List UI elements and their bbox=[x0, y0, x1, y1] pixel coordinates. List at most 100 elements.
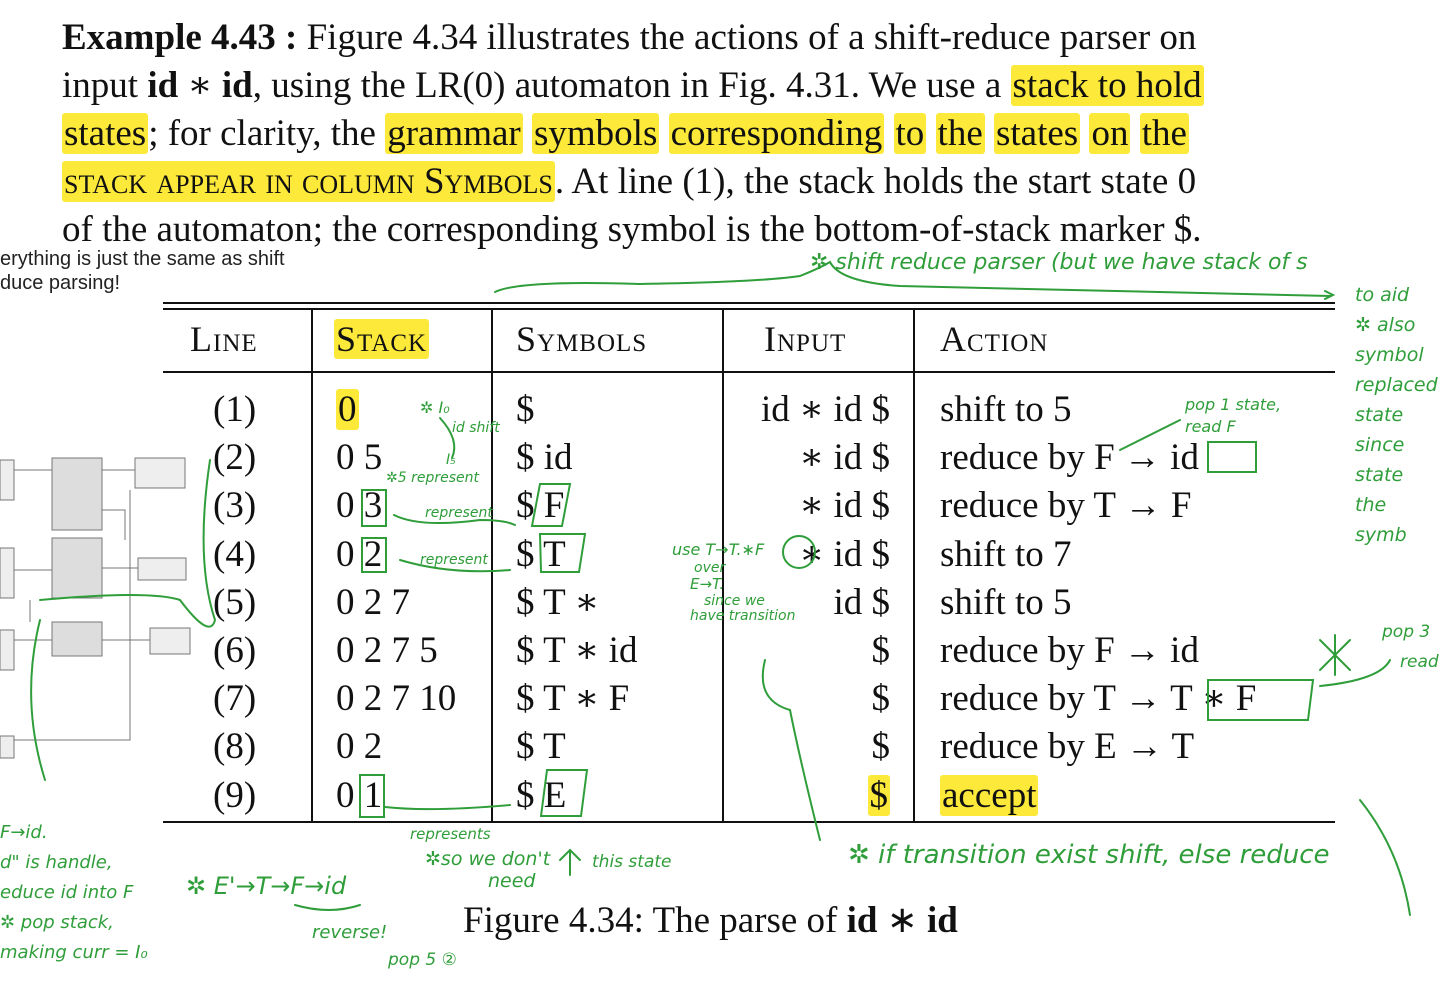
highlight: the bbox=[1139, 113, 1189, 154]
annotation-line: d" is handle, bbox=[0, 852, 113, 873]
annotation-need: need bbox=[488, 870, 536, 892]
row-symbols: $ T bbox=[516, 726, 566, 768]
header-symbols: Symbols bbox=[516, 319, 648, 359]
row-line-number: (4) bbox=[213, 533, 257, 575]
row-input: $ bbox=[871, 678, 891, 720]
token-id: id bbox=[147, 65, 179, 106]
example-label: Example 4.43 : bbox=[62, 17, 298, 58]
row-action: shift to 5 bbox=[940, 581, 1072, 623]
row-stack: 0 2 7 5 bbox=[336, 630, 438, 671]
column-divider bbox=[311, 310, 313, 822]
table-bottom-rule bbox=[163, 821, 1335, 823]
row-input: id $ bbox=[833, 581, 890, 623]
caption-text: Figure 4.34: The parse of bbox=[463, 900, 847, 941]
annotation-pop-state: pop 1 state, bbox=[1185, 395, 1282, 414]
annotation-line: replaced bbox=[1355, 374, 1438, 396]
row-symbols: $ T ∗ F bbox=[516, 678, 630, 720]
annotation-line: educe id into F bbox=[0, 882, 134, 903]
annotation-line: state bbox=[1355, 464, 1404, 486]
fragment-text-1: erything is just the same as shift bbox=[0, 248, 285, 270]
row-symbols: $ T ∗ id bbox=[516, 630, 638, 671]
row-stack: 0 3 bbox=[336, 485, 383, 527]
paragraph-line-1: Example 4.43 : Figure 4.34 illustrates t… bbox=[62, 14, 1440, 62]
annotation-5-represent: ✲5 represent bbox=[386, 470, 479, 486]
row-input: id ∗ id $ bbox=[761, 389, 890, 430]
token-id: id bbox=[221, 65, 253, 106]
highlight: corresponding bbox=[668, 113, 885, 154]
annotation-line: to aid bbox=[1355, 284, 1410, 306]
highlight: states bbox=[994, 113, 1081, 154]
paragraph-text: input bbox=[62, 65, 148, 106]
row-input: ∗ id $ bbox=[799, 485, 890, 527]
row-action: reduce by T → F bbox=[940, 485, 1192, 527]
row-line-number: (8) bbox=[213, 726, 257, 768]
header-line: Line bbox=[190, 319, 258, 359]
row-stack: 0 bbox=[336, 388, 359, 432]
row-action: shift to 5 bbox=[940, 389, 1072, 430]
column-divider bbox=[722, 310, 724, 822]
row-stack: 0 5 bbox=[336, 437, 383, 479]
annotation-left-notes: F→id. d" is handle, educe id into F ✲ po… bbox=[0, 818, 148, 968]
column-divider bbox=[913, 310, 915, 822]
caption-op: ∗ bbox=[877, 900, 927, 941]
annotation-we-dont: ✲so we don't bbox=[425, 848, 551, 870]
annotation-if-transition: ✲ if transition exist shift, else reduce bbox=[848, 840, 1330, 870]
row-line-number: (5) bbox=[213, 581, 257, 623]
annotation-line: making curr = I₀ bbox=[0, 942, 148, 963]
header-action: Action bbox=[940, 319, 1049, 359]
highlight: to bbox=[893, 113, 927, 154]
row-input: ∗ id $ bbox=[799, 437, 890, 479]
header-stack-text: Stack bbox=[334, 319, 430, 359]
row-symbols: $ T bbox=[516, 533, 566, 575]
row-symbols: $ id bbox=[516, 437, 573, 479]
annotation-represents: represents bbox=[410, 825, 491, 843]
row-line-number: (1) bbox=[213, 389, 257, 430]
annotation-top-right: to aid ✲ also symbol replaced state sinc… bbox=[1355, 280, 1440, 550]
table-top-rule-2 bbox=[163, 308, 1335, 310]
annotation-line: since bbox=[1355, 434, 1405, 456]
annotation-read: read bbox=[1400, 652, 1439, 672]
highlight: the bbox=[935, 113, 985, 154]
caption-id: id bbox=[927, 900, 958, 941]
header-input: Input bbox=[764, 319, 847, 359]
row-line-number: (2) bbox=[213, 437, 257, 479]
annotation-this-state: this state bbox=[592, 852, 672, 872]
annotation-i5: I₅ bbox=[446, 452, 456, 468]
paragraph-line-4: stack appear in column Symbols. At line … bbox=[62, 158, 1440, 206]
row-input: $ bbox=[871, 726, 891, 768]
highlight: accept bbox=[940, 774, 1039, 816]
annotation-line: symbol bbox=[1355, 344, 1424, 366]
operator: ∗ bbox=[178, 65, 222, 106]
row-line-number: (6) bbox=[213, 630, 257, 671]
row-line-number: (7) bbox=[213, 678, 257, 720]
annotation-derivation: ✲ E'→T→F→id bbox=[186, 872, 347, 900]
highlight: grammar bbox=[385, 113, 523, 154]
highlight: symbols bbox=[531, 113, 660, 154]
paragraph-line-5: of the automaton; the corresponding symb… bbox=[62, 209, 1202, 250]
row-action: reduce by F → id bbox=[940, 437, 1199, 479]
row-action: reduce by F → id bbox=[940, 630, 1199, 671]
annotation-pop5: pop 5 ② bbox=[388, 950, 457, 970]
row-symbols: $ F bbox=[516, 485, 565, 527]
row-line-number: (9) bbox=[213, 774, 257, 816]
annotation-pop3: pop 3 bbox=[1382, 622, 1431, 642]
annotation-i0: ✲ I₀ bbox=[420, 398, 450, 417]
row-action: reduce by E → T bbox=[940, 726, 1195, 768]
highlight: on bbox=[1089, 113, 1131, 154]
row-symbols: $ bbox=[516, 389, 535, 430]
annotation-represent-2: represent bbox=[420, 552, 488, 568]
caption-id: id bbox=[846, 900, 878, 941]
annotation-top: ✲ shift reduce parser (but we have stack… bbox=[810, 250, 1308, 275]
row-input: $ bbox=[871, 630, 891, 671]
header-stack: Stack bbox=[334, 318, 430, 360]
annotation-line: the bbox=[1355, 494, 1387, 516]
annotation-have-transition: have transition bbox=[690, 608, 796, 624]
table-top-rule bbox=[163, 302, 1335, 304]
row-stack: 0 2 7 10 bbox=[336, 678, 457, 720]
row-line-number: (3) bbox=[213, 485, 257, 527]
paragraph-line-3: states; for clarity, the grammar symbols… bbox=[62, 110, 1440, 158]
row-stack: 0 2 bbox=[336, 726, 383, 768]
paragraph-text: . At line (1), the stack holds the start… bbox=[554, 161, 1197, 202]
annotation-line: ✲ also bbox=[1355, 314, 1416, 336]
row-input: $ bbox=[728, 774, 890, 818]
